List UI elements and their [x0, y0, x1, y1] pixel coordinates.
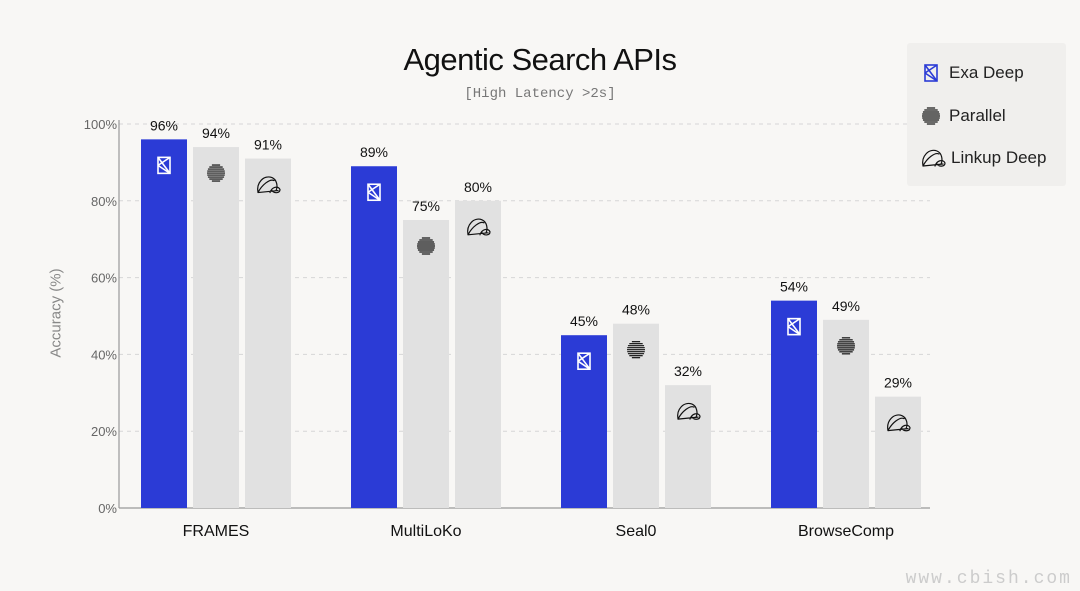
x-tick-label: Seal0 — [616, 523, 657, 540]
y-tick-label: 40% — [91, 347, 117, 362]
data-label: 45% — [570, 313, 598, 329]
y-tick-label: 100% — [84, 117, 118, 132]
x-tick-label: MultiLoKo — [390, 523, 461, 540]
legend-item-linkup-deep: Linkup Deep — [919, 147, 1046, 169]
data-label: 80% — [464, 179, 492, 195]
data-label: 29% — [884, 375, 912, 391]
data-label: 54% — [780, 279, 808, 295]
data-label: 75% — [412, 198, 440, 214]
legend-label: Parallel — [949, 106, 1006, 125]
data-label: 91% — [254, 137, 282, 153]
bar-linkup-deep — [875, 396, 921, 508]
legend-item-exa-deep: Exa Deep — [921, 63, 1024, 83]
exa-hourglass-icon — [787, 317, 801, 336]
data-label: 32% — [674, 363, 702, 379]
x-tick-label: FRAMES — [183, 523, 250, 540]
bar-linkup-deep — [665, 385, 711, 508]
x-tick-label: BrowseComp — [798, 523, 894, 540]
exa-hourglass-icon — [924, 64, 938, 82]
bar-exa-deep — [771, 300, 817, 508]
y-tick-label: 0% — [98, 501, 117, 516]
legend-item-parallel: Parallel — [921, 106, 1006, 126]
linkup-arc-icon — [887, 414, 911, 432]
parallel-striped-globe-icon — [837, 337, 855, 355]
bar-parallel — [403, 220, 449, 508]
legend-label: Exa Deep — [949, 63, 1024, 82]
legend-label: Linkup Deep — [951, 148, 1047, 167]
watermark: www.cbish.com — [905, 569, 1072, 589]
linkup-arc-icon — [922, 149, 946, 167]
bar-parallel — [823, 319, 869, 508]
bar-parallel — [193, 147, 239, 509]
bar-parallel — [613, 323, 659, 508]
bar-linkup-deep — [455, 200, 501, 509]
parallel-striped-globe-icon — [922, 107, 940, 125]
exa-hourglass-icon — [367, 183, 381, 202]
bar-exa-deep — [141, 139, 187, 509]
bar-linkup-deep — [245, 158, 291, 508]
bar-exa-deep — [561, 335, 607, 508]
legend: Exa Deep Parallel Linkup Deep — [907, 43, 1066, 186]
chart-title: Agentic Search APIs — [403, 42, 677, 77]
linkup-arc-icon — [467, 218, 491, 236]
data-label: 96% — [150, 117, 178, 133]
data-label: 89% — [360, 144, 388, 160]
data-label: 48% — [622, 302, 650, 318]
linkup-arc-icon — [677, 402, 701, 420]
chart-subtitle: [High Latency >2s] — [464, 86, 616, 102]
linkup-arc-icon — [257, 176, 281, 194]
bar-exa-deep — [351, 166, 397, 509]
y-tick-label: 80% — [91, 194, 117, 209]
y-tick-label: 20% — [91, 424, 117, 439]
parallel-striped-globe-icon — [417, 237, 435, 255]
data-label: 94% — [202, 125, 230, 141]
exa-hourglass-icon — [577, 352, 591, 371]
data-label: 49% — [832, 298, 860, 314]
parallel-striped-globe-icon — [207, 164, 225, 182]
y-tick-label: 60% — [91, 271, 117, 286]
parallel-striped-globe-icon — [627, 341, 645, 359]
exa-hourglass-icon — [157, 156, 171, 175]
